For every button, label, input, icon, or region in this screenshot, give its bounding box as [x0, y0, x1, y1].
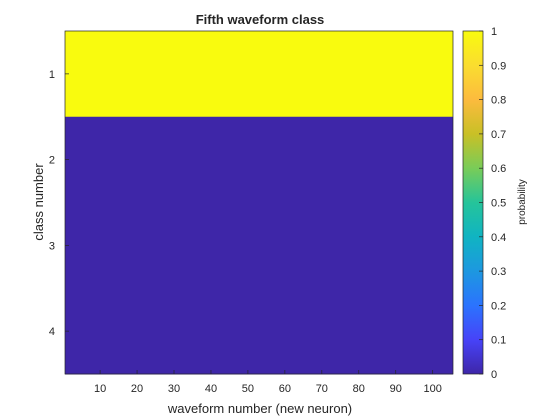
x-tick-label: 10 [94, 383, 106, 395]
x-tick-label: 90 [390, 383, 402, 395]
x-tick-label: 30 [168, 383, 180, 395]
x-tick-label: 100 [423, 383, 441, 395]
x-tick-label: 70 [316, 383, 328, 395]
y-tick-label: 1 [49, 69, 55, 81]
colorbar-tick-label: 1 [491, 26, 497, 38]
x-axis-label: waveform number (new neuron) [167, 401, 352, 416]
colorbar-tick-label: 0.7 [491, 129, 506, 141]
x-tick-label: 50 [242, 383, 254, 395]
colorbar-tick-label: 0.5 [491, 198, 506, 210]
y-axis: 1 2 3 4 [49, 69, 69, 338]
heatmap-row-class-3 [65, 202, 453, 289]
colorbar-tick-label: 0.4 [491, 232, 506, 244]
y-axis-label: class number [31, 163, 46, 241]
colorbar-tick-label: 0 [491, 369, 497, 381]
x-axis: 10 20 30 40 50 60 70 80 90 100 [94, 370, 442, 395]
x-tick-label: 80 [353, 383, 365, 395]
colorbar-tick-label: 0.3 [491, 266, 506, 278]
colorbar-label: probability [517, 179, 528, 225]
x-tick-label: 20 [131, 383, 143, 395]
heatmap-row-class-4 [65, 288, 453, 375]
colorbar: 0 0.1 0.2 0.3 0.4 0.5 0.6 0.7 0.8 0.9 1 [462, 26, 506, 381]
x-tick-label: 60 [279, 383, 291, 395]
colorbar-tick-label: 0.1 [491, 335, 506, 347]
x-tick-label: 40 [205, 383, 217, 395]
plot-frame [64, 30, 454, 375]
heatmap-row-class-1 [65, 31, 453, 118]
chart-title: Fifth waveform class [196, 12, 325, 27]
y-tick-label: 4 [49, 326, 55, 338]
colorbar-tick-label: 0.8 [491, 95, 506, 107]
y-tick-label: 2 [49, 155, 55, 167]
colorbar-tick-label: 0.6 [491, 163, 506, 175]
heatmap-plot-area [64, 30, 454, 375]
y-tick-label: 3 [49, 240, 55, 252]
heatmap-row-class-2 [65, 116, 453, 203]
colorbar-tick-label: 0.9 [491, 60, 506, 72]
colorbar-tick-label: 0.2 [491, 300, 506, 312]
